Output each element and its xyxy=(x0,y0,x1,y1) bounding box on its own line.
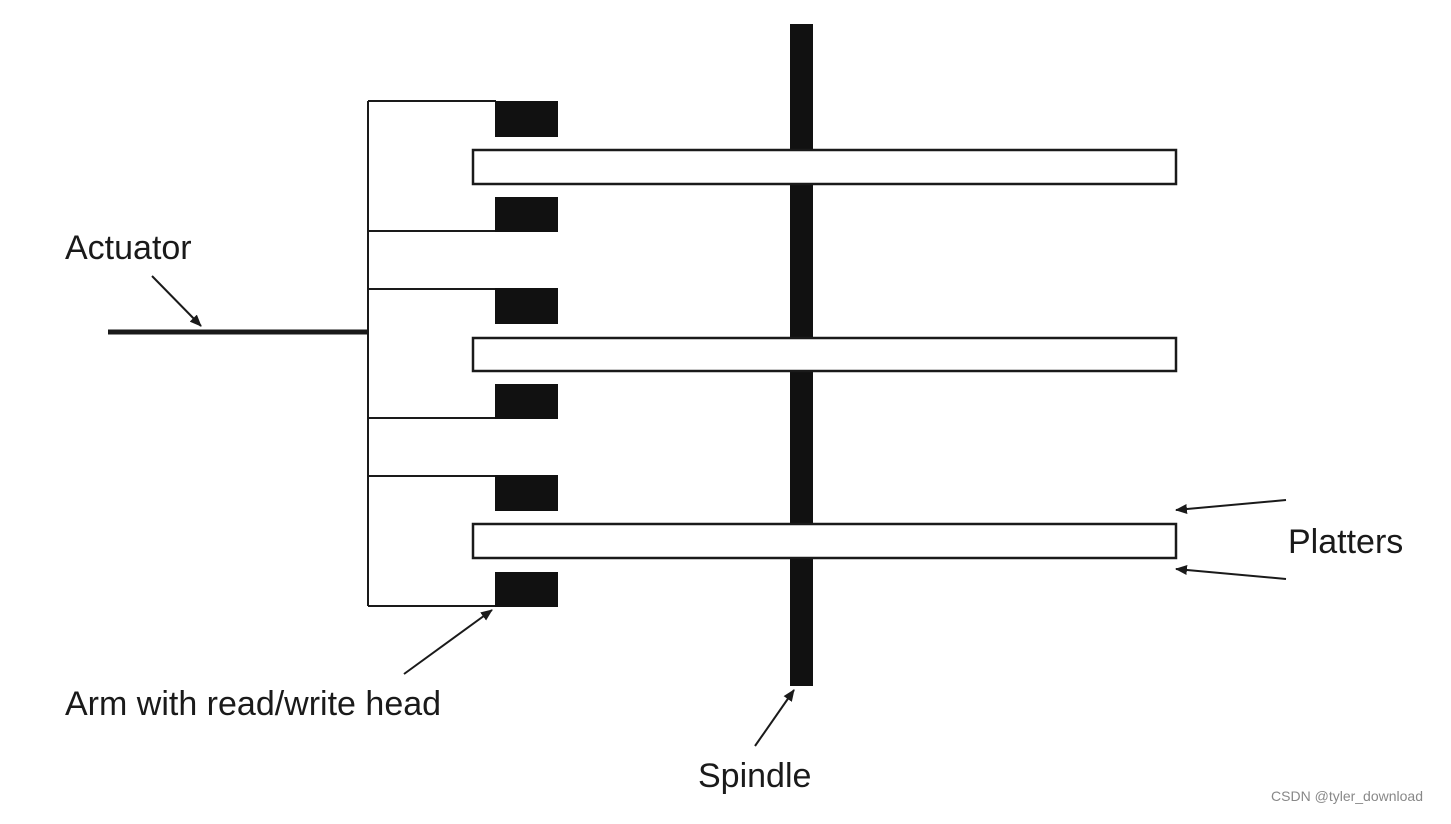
platter-bottom xyxy=(471,522,1178,560)
read-write-head-1 xyxy=(495,101,558,137)
platters-label: Platters xyxy=(1288,523,1404,561)
actuator-label: Actuator xyxy=(65,229,192,267)
read-write-head-5 xyxy=(495,475,558,511)
arm-arrow xyxy=(403,609,493,675)
spindle-arrow xyxy=(754,689,795,747)
watermark: CSDN @tyler_download xyxy=(1271,788,1423,804)
platter-middle xyxy=(471,336,1178,373)
read-write-head-6 xyxy=(495,572,558,607)
platters-arrow-upper xyxy=(1175,499,1287,514)
spindle-label: Spindle xyxy=(698,757,812,795)
platters-arrow-lower xyxy=(1175,565,1287,580)
actuator-arrow xyxy=(151,275,202,327)
read-write-head-4 xyxy=(495,384,558,419)
read-write-head-2 xyxy=(495,197,558,232)
arm-label: Arm with read/write head xyxy=(65,685,442,723)
platter-top xyxy=(471,148,1178,186)
read-write-head-3 xyxy=(495,288,558,324)
